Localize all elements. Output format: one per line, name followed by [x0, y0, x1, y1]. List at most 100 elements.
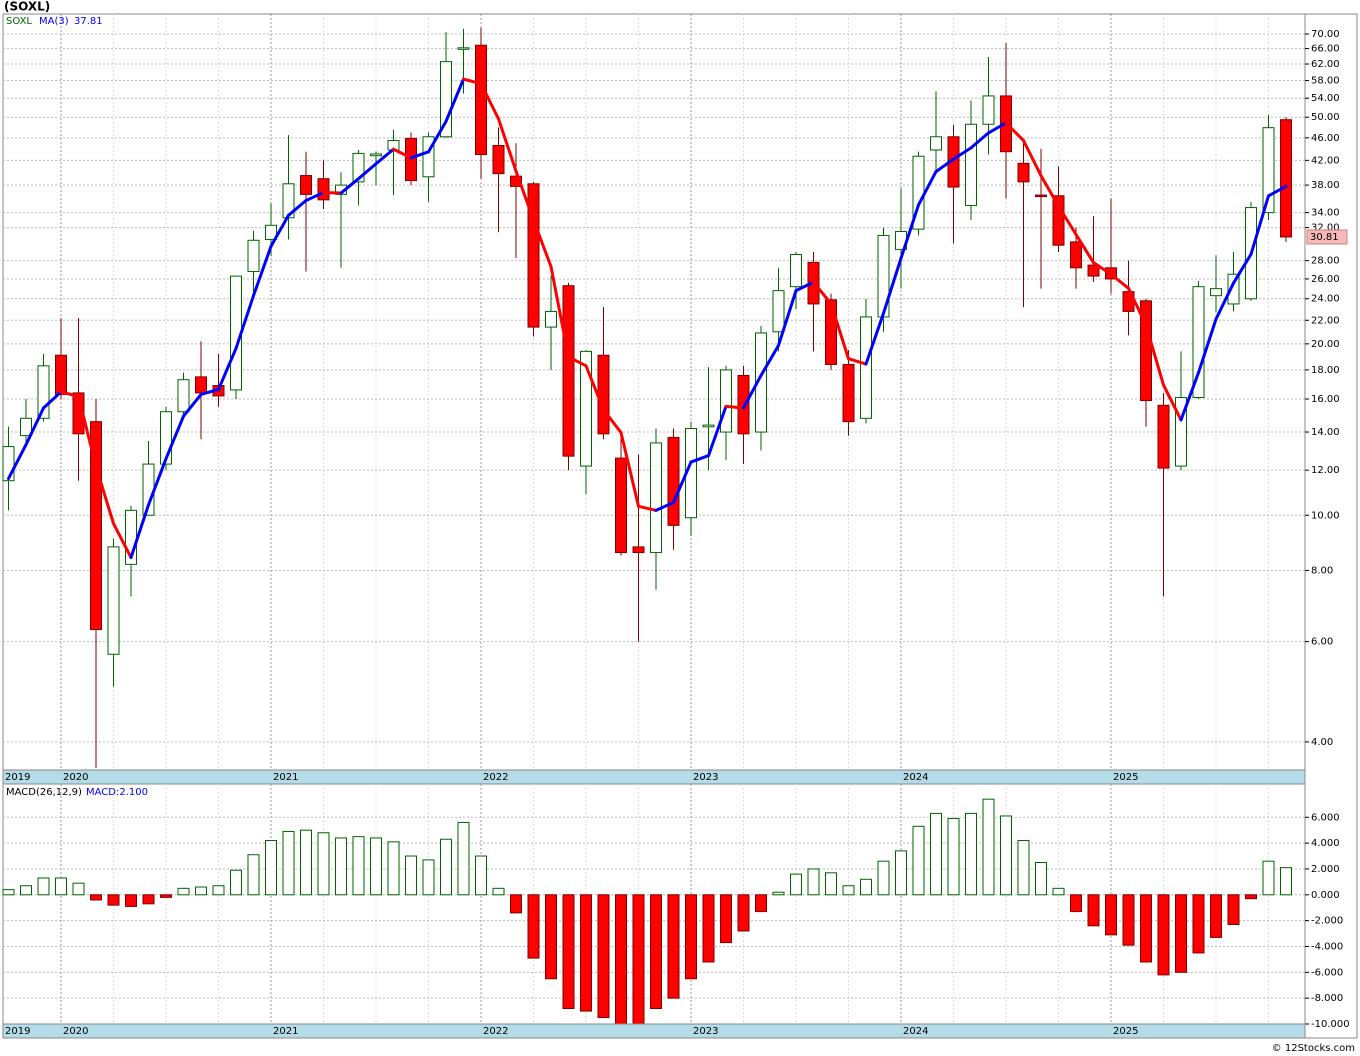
legend-ma: MA(3)	[39, 16, 69, 27]
candle-body	[930, 136, 942, 151]
macd-bar	[107, 894, 120, 906]
candle-body	[247, 239, 260, 272]
candle-body	[492, 144, 505, 175]
candle-body	[300, 175, 312, 195]
y-tick-label: 46.00	[1311, 133, 1340, 144]
ma-segment	[847, 357, 868, 366]
y-tick-label: -8.000	[1311, 993, 1343, 1004]
macd-bar	[475, 855, 487, 896]
x-tick-label: 2019	[5, 772, 30, 783]
y-tick-label: 26.00	[1311, 274, 1340, 285]
candle-body	[1140, 300, 1152, 402]
macd-bar	[1035, 861, 1047, 896]
macd-bar	[230, 869, 242, 896]
ma-segment	[1232, 252, 1253, 285]
ma-segment	[882, 256, 903, 315]
candle-body	[1210, 288, 1222, 297]
candle-body	[965, 123, 977, 206]
macd-bar	[72, 882, 85, 896]
last-price-badge	[1306, 229, 1348, 245]
x-tick-label: 2020	[63, 1026, 88, 1037]
ma-segment	[42, 390, 63, 410]
ma-segment	[829, 302, 850, 361]
ma-segment	[112, 522, 133, 560]
macd-bar	[1157, 894, 1170, 976]
macd-bar	[615, 894, 627, 1025]
macd-bar	[212, 885, 225, 896]
candle-body	[632, 546, 645, 554]
y-tick-label: 54.00	[1311, 93, 1340, 104]
x-tick-label: 2021	[273, 1026, 298, 1037]
candle-body	[1192, 286, 1205, 398]
footer: © 12Stocks.com	[1272, 1043, 1355, 1054]
macd-bar	[1140, 894, 1152, 963]
macd-bar	[1210, 894, 1222, 938]
ma-segment	[1267, 184, 1288, 198]
ma-segment	[1092, 261, 1113, 276]
ma-segment	[59, 390, 80, 398]
candle-body	[37, 365, 50, 419]
candle-body	[370, 153, 382, 157]
candle-body	[1052, 195, 1065, 246]
macd-bar	[90, 894, 102, 901]
ma-segment	[654, 500, 675, 512]
x-tick-label: 2021	[273, 772, 298, 783]
macd-bar	[125, 894, 137, 907]
legend-macd: MACD(26,12,9)	[6, 787, 82, 798]
macd-bar	[37, 877, 50, 896]
ma-segment	[339, 177, 360, 195]
macd-bar	[1000, 815, 1012, 896]
macd-bar	[2, 889, 15, 896]
ma-segment	[24, 406, 45, 447]
candle-body	[1087, 264, 1100, 277]
candle-body	[545, 310, 557, 328]
ma-segment	[777, 289, 798, 347]
ma-segment	[1127, 286, 1148, 327]
macd-bar	[895, 850, 907, 896]
candle-body	[475, 44, 487, 156]
x-tick-label: 2024	[903, 772, 928, 783]
x-tick-label: 2019	[5, 1026, 30, 1037]
candle-body	[2, 446, 15, 482]
candle-body	[790, 254, 802, 288]
macd-bar	[300, 829, 312, 896]
candle-body	[667, 436, 680, 526]
macd-bar	[20, 885, 32, 896]
macd-bar	[317, 832, 330, 896]
ma-segment	[182, 392, 203, 418]
macd-bar	[1070, 894, 1082, 913]
candle-body	[597, 354, 610, 435]
ma-segment	[199, 387, 220, 396]
candle-body	[737, 374, 750, 435]
macd-bar	[737, 894, 750, 932]
x-tick-label: 2025	[1113, 1026, 1138, 1037]
ma-segment	[164, 414, 185, 461]
macd-bar	[842, 885, 855, 896]
ma-segment	[1004, 121, 1025, 143]
ma-segment	[759, 343, 780, 377]
macd-bar	[720, 894, 732, 944]
ma-segment	[444, 77, 465, 123]
macd-bar	[1175, 894, 1187, 973]
ma-segment	[934, 157, 955, 174]
candle-body	[772, 290, 785, 333]
ma-segment	[374, 147, 395, 166]
candle-body	[1157, 404, 1170, 469]
macd-bar	[755, 894, 767, 913]
macd-bar	[632, 894, 645, 1025]
macd-bar	[282, 830, 295, 896]
ma-segment	[514, 169, 535, 222]
ma-segment	[1109, 272, 1130, 290]
candle-body	[422, 136, 435, 178]
y-tick-label: 10.00	[1311, 510, 1340, 521]
ma-segment	[724, 404, 745, 410]
macd-bar	[562, 894, 575, 1009]
ma-segment	[462, 77, 483, 86]
y-tick-label: 18.00	[1311, 365, 1340, 376]
ma-segment	[864, 311, 885, 366]
candle-body	[1070, 241, 1082, 269]
macd-bar	[1262, 860, 1275, 896]
candle-body	[440, 61, 452, 138]
x-tick-label: 2024	[903, 1026, 928, 1037]
